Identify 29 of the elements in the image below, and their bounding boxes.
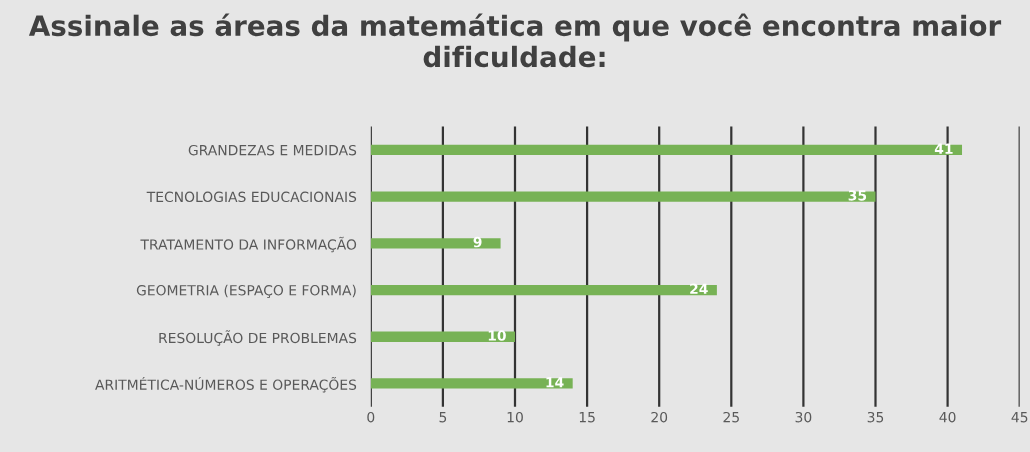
x-tick-label: 10 xyxy=(507,411,523,423)
x-tick-label: 30 xyxy=(795,411,812,423)
data-label: 14 xyxy=(546,377,564,388)
y-tick-label: GEOMETRIA (ESPAÇO E FORMA) xyxy=(136,284,356,298)
data-label: 10 xyxy=(488,330,506,341)
x-tick-label: 0 xyxy=(367,411,375,423)
bar xyxy=(370,378,573,389)
data-label: 9 xyxy=(473,236,482,248)
x-tick-label: 40 xyxy=(939,411,956,423)
y-tick-label: TECNOLOGIAS EDUCACIONAIS xyxy=(146,191,357,203)
x-tick-label: 20 xyxy=(651,411,668,423)
x-tick-label: 45 xyxy=(1011,412,1028,423)
data-label: 24 xyxy=(690,283,708,294)
data-label: 35 xyxy=(848,190,867,201)
bar xyxy=(370,191,876,202)
y-tick-label: RESOLUÇÃO DE PROBLEMAS xyxy=(159,330,357,346)
x-tick-label: 15 xyxy=(579,412,595,423)
bar xyxy=(370,284,717,296)
chart-title: Assinale as áreas da matemática em que você encontra maior dificuldade: xyxy=(28,13,1002,68)
y-tick-label: ARITMÉTICA-NÚMEROS E OPERAÇÕES xyxy=(95,376,357,393)
x-tick-label: 5 xyxy=(439,412,447,423)
bar xyxy=(370,238,501,249)
x-tick-label: 25 xyxy=(723,411,739,423)
y-tick-label: TRATAMENTO DA INFORMAÇÃO xyxy=(140,236,357,253)
bar xyxy=(370,144,963,156)
x-tick-label: 35 xyxy=(867,411,884,423)
bar xyxy=(370,331,515,342)
y-tick-label: GRANDEZAS E MEDIDAS xyxy=(188,144,357,156)
data-label: 41 xyxy=(934,143,953,154)
